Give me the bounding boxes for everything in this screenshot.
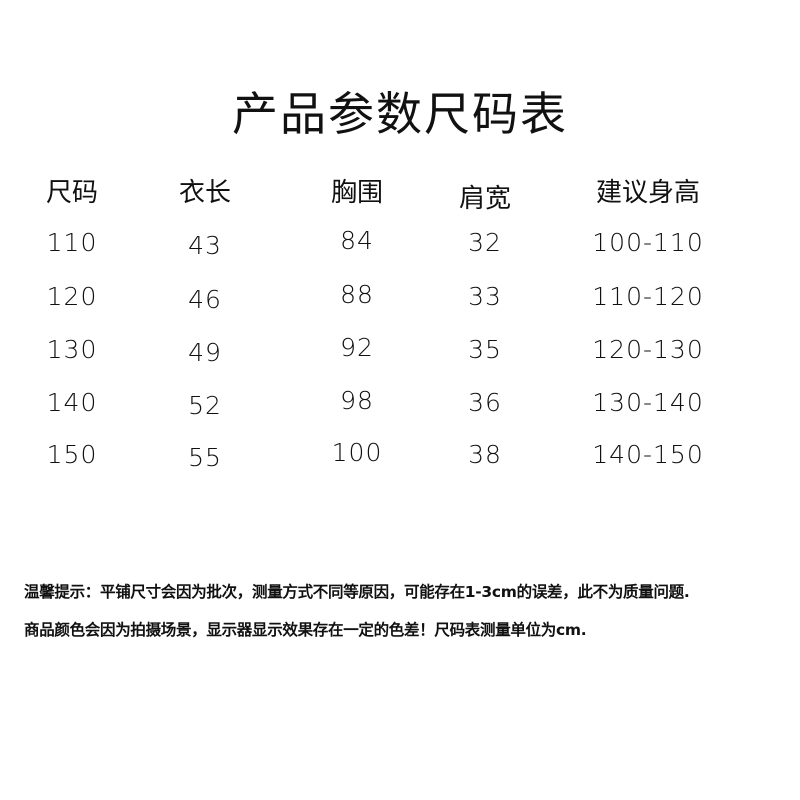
table-cell: 49: [188, 338, 222, 367]
tip-note-2: 商品颜色会因为拍摄场景，显示器显示效果存在一定的色差！尺码表测量单位为cm.: [24, 621, 587, 639]
table-cell: 98: [340, 386, 374, 415]
table-cell: 140-150: [592, 440, 704, 469]
table-cell: 130: [46, 335, 98, 364]
table-cell: 140: [46, 388, 98, 417]
page-title: 产品参数尺码表: [232, 87, 568, 141]
table-cell: 130-140: [592, 388, 704, 417]
table-cell: 92: [340, 333, 374, 362]
table-cell: 36: [468, 388, 502, 417]
tip-note-1: 温馨提示：平铺尺寸会因为批次，测量方式不同等原因，可能存在1-3cm的误差，此不…: [24, 583, 690, 601]
column-header: 胸围: [330, 178, 384, 208]
column-header: 尺码: [45, 178, 99, 208]
table-cell: 52: [188, 391, 222, 420]
table-cell: 35: [468, 335, 502, 364]
table-cell: 38: [468, 440, 502, 469]
column-header: 肩宽: [458, 184, 512, 214]
table-cell: 110: [46, 228, 98, 257]
table-cell: 100-110: [592, 228, 704, 257]
table-cell: 46: [188, 285, 222, 314]
column-header: 建议身高: [595, 178, 701, 208]
table-cell: 33: [468, 282, 502, 311]
column-header: 衣长: [178, 178, 232, 208]
table-cell: 84: [340, 226, 374, 255]
table-cell: 32: [468, 228, 502, 257]
table-cell: 120: [46, 282, 98, 311]
table-cell: 120-130: [592, 335, 704, 364]
table-cell: 110-120: [592, 282, 704, 311]
table-cell: 88: [340, 280, 374, 309]
table-cell: 43: [188, 231, 222, 260]
table-cell: 150: [46, 440, 98, 469]
table-cell: 55: [188, 443, 222, 472]
table-cell: 100: [331, 438, 383, 467]
